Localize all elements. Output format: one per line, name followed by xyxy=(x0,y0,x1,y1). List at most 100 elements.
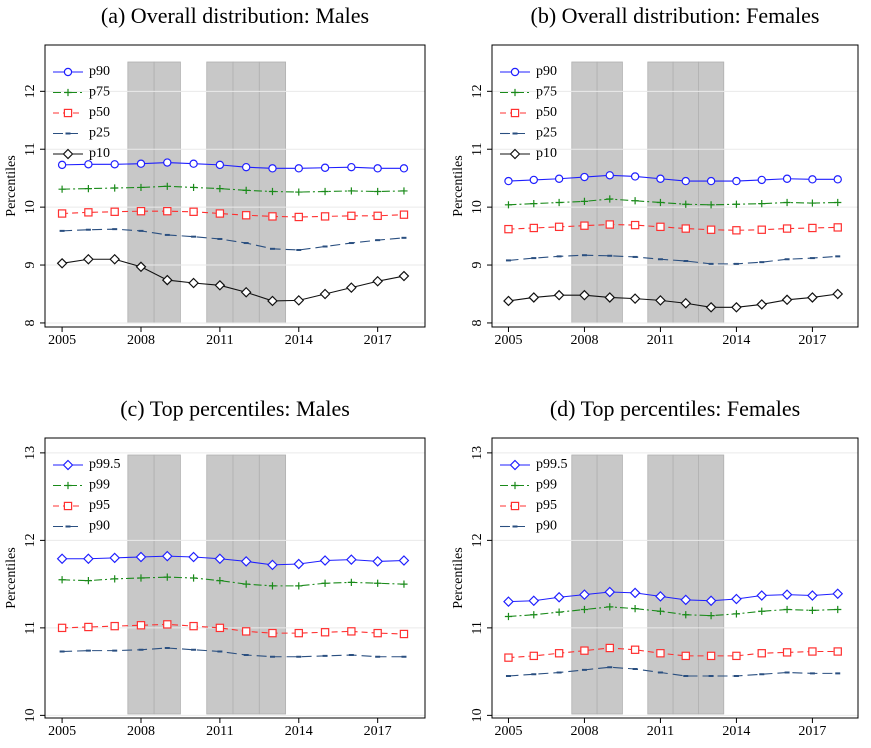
marker xyxy=(57,160,67,170)
marker xyxy=(399,629,409,639)
y-tick-label: 13 xyxy=(23,446,38,460)
shaded-year xyxy=(698,454,725,715)
marker xyxy=(808,199,817,207)
marker xyxy=(580,172,589,182)
series-line xyxy=(62,258,405,302)
legend-label: p10 xyxy=(536,146,557,161)
marker xyxy=(268,212,277,221)
series-line xyxy=(508,223,838,231)
marker xyxy=(57,209,67,218)
panel: (c) Top percentiles: Males 10 11 12 13 2005 20… xyxy=(4,396,426,739)
marker xyxy=(554,174,564,183)
marker xyxy=(58,185,66,193)
marker xyxy=(555,608,563,616)
x-tick-label: 2011 xyxy=(647,333,674,348)
y-tick-label: 11 xyxy=(470,142,485,155)
legend-marker xyxy=(511,88,519,97)
legend-label: p95 xyxy=(89,498,110,513)
marker xyxy=(758,200,766,208)
legend-label: p50 xyxy=(89,105,110,120)
legend-label: p99.5 xyxy=(89,457,121,472)
marker xyxy=(529,651,538,661)
marker xyxy=(58,576,66,584)
series-line xyxy=(508,647,838,659)
marker xyxy=(555,198,563,207)
marker xyxy=(782,224,792,233)
legend-label: p75 xyxy=(536,85,557,100)
shaded-year xyxy=(596,454,623,715)
marker xyxy=(833,223,842,232)
marker xyxy=(656,649,665,658)
marker xyxy=(530,200,538,208)
marker xyxy=(530,611,538,619)
marker xyxy=(832,288,844,300)
marker xyxy=(56,553,68,565)
legend-label: p95 xyxy=(536,498,557,513)
marker xyxy=(757,175,766,185)
marker xyxy=(399,164,409,173)
marker xyxy=(732,610,741,618)
legend-label: p50 xyxy=(536,105,557,120)
marker xyxy=(528,595,540,607)
shaded-year xyxy=(647,61,674,324)
marker xyxy=(681,176,690,186)
marker xyxy=(268,582,277,590)
marker xyxy=(398,270,410,282)
panel: (a) Overall distribution: Males 8 9 10 11 12 2… xyxy=(4,3,426,348)
series-line xyxy=(62,647,404,658)
legend-label: p25 xyxy=(536,126,557,141)
marker xyxy=(372,275,384,287)
marker xyxy=(655,295,666,306)
marker xyxy=(321,187,329,196)
marker xyxy=(216,577,224,585)
marker xyxy=(268,187,277,196)
marker xyxy=(84,208,93,217)
marker xyxy=(57,623,67,633)
marker xyxy=(161,550,173,562)
shaded-year xyxy=(596,61,623,324)
marker xyxy=(214,279,226,291)
marker xyxy=(553,289,565,301)
marker xyxy=(136,206,146,216)
legend-label: p99.5 xyxy=(536,457,568,472)
marker xyxy=(268,164,277,173)
marker xyxy=(631,197,639,205)
marker xyxy=(834,605,842,614)
marker xyxy=(294,164,303,173)
marker xyxy=(528,292,540,303)
marker xyxy=(84,622,93,632)
marker xyxy=(347,187,355,195)
legend-marker xyxy=(63,67,73,77)
marker xyxy=(606,603,614,611)
x-tick-label: 2005 xyxy=(494,724,522,739)
marker xyxy=(373,164,382,173)
marker xyxy=(163,206,172,216)
marker xyxy=(372,556,384,567)
marker xyxy=(756,299,768,310)
series-line xyxy=(62,161,404,169)
y-tick-label: 10 xyxy=(23,200,38,214)
x-tick-label: 2008 xyxy=(570,724,598,739)
plot-frame xyxy=(44,437,426,719)
marker xyxy=(554,222,564,232)
series-line xyxy=(62,576,404,587)
series-line xyxy=(62,228,405,251)
legend-marker xyxy=(64,481,72,490)
marker xyxy=(293,295,305,306)
legend-marker xyxy=(509,148,521,160)
legend-marker xyxy=(62,148,74,160)
marker xyxy=(241,211,251,220)
y-tick-label: 10 xyxy=(23,708,38,722)
marker xyxy=(758,607,766,615)
marker xyxy=(215,623,225,633)
series-line xyxy=(62,185,404,193)
marker xyxy=(604,292,616,303)
marker xyxy=(188,277,199,289)
marker xyxy=(631,605,639,613)
marker xyxy=(781,294,793,306)
marker xyxy=(705,595,717,607)
y-axis-label: Percentiles xyxy=(4,155,19,216)
shaded-year xyxy=(672,61,699,324)
legend-label: p99 xyxy=(89,478,110,493)
